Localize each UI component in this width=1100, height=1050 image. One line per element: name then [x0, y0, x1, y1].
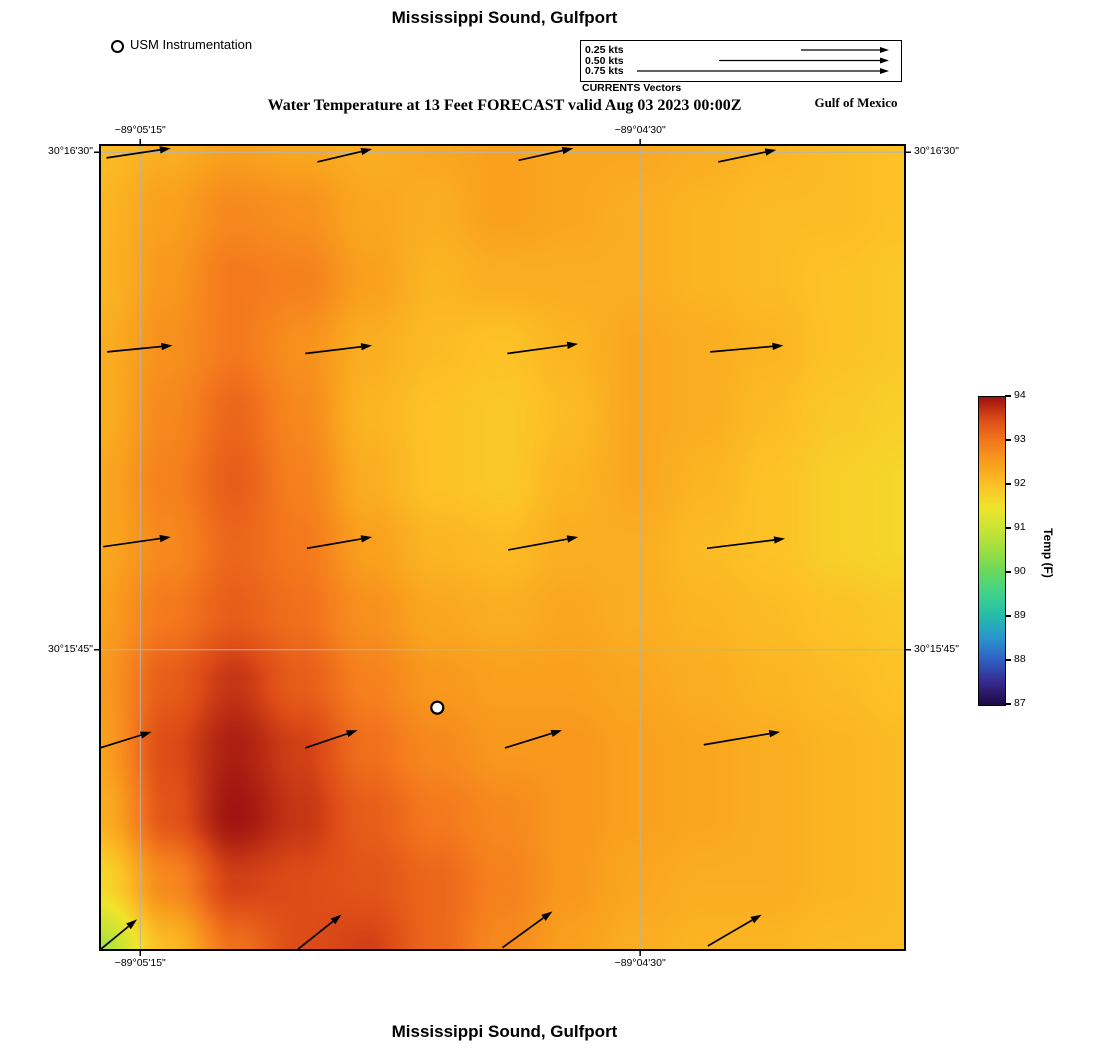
colorbar-tick-label: 90 [1014, 565, 1026, 577]
instrumentation-marker-icon [111, 40, 124, 53]
top-title: Mississippi Sound, Gulfport [391, 8, 618, 27]
instrumentation-label: USM Instrumentation [130, 37, 253, 52]
currents-scale-box: 0.25 kts 0.50 kts 0.75 kts [580, 40, 902, 82]
colorbar-tick-label: 91 [1014, 521, 1026, 533]
colorbar-tick-label: 89 [1014, 609, 1026, 621]
gulf-of-mexico-label: Gulf of Mexico [814, 95, 898, 110]
y-tick-label-left: 30°15'45" [48, 642, 93, 655]
vector-scale-label: 0.75 kts [585, 65, 624, 77]
colorbar-tick-label: 93 [1014, 433, 1026, 445]
forecast-subtitle: Water Temperature at 13 Feet FORECAST va… [267, 97, 742, 114]
colorbar-tick-label: 88 [1014, 653, 1026, 665]
colorbar-tick-label: 94 [1014, 389, 1026, 401]
bottom-title: Mississippi Sound, Gulfport [391, 1022, 618, 1041]
scale-arrows-svg [637, 47, 889, 74]
y-tick-label-left: 30°16'30" [48, 145, 93, 158]
vector-scale-label: 0.25 kts [585, 44, 624, 56]
map-overlay [94, 139, 911, 956]
colorbar-canvas [978, 396, 1006, 706]
currents-caption: CURRENTS Vectors [582, 82, 682, 94]
y-tick-label-right: 30°16'30" [914, 145, 959, 158]
colorbar-label: Temp (F) [1041, 528, 1055, 578]
colorbar-tick-label: 92 [1014, 477, 1026, 489]
heatmap-canvas [100, 145, 905, 950]
colorbar-tick-label: 87 [1014, 697, 1026, 709]
vector-scale-label: 0.50 kts [585, 54, 624, 67]
